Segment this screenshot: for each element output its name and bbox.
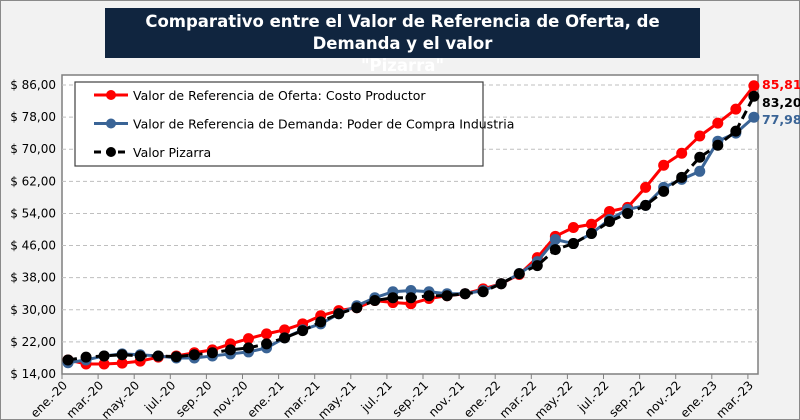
- chart-title-line1: Comparativo entre el Valor de Referencia…: [145, 12, 660, 53]
- x-tick-label: nov.-20: [209, 378, 250, 419]
- data-point-1: [748, 111, 760, 123]
- y-tick-label: $ 30,00: [10, 303, 56, 317]
- data-point-0: [243, 333, 254, 345]
- data-point-2: [134, 350, 146, 362]
- data-point-0: [604, 205, 615, 217]
- data-point-0: [261, 328, 273, 340]
- data-point-2: [279, 332, 291, 344]
- end-label-1: 77,98: [762, 112, 800, 127]
- data-point-2: [116, 349, 128, 361]
- chart-title: Comparativo entre el Valor de Referencia…: [105, 8, 700, 75]
- chart-title-line2: "Pizarra": [360, 56, 445, 75]
- y-tick-label: $ 14,00: [10, 367, 56, 381]
- data-point-2: [748, 90, 760, 102]
- data-point-0: [694, 130, 706, 142]
- x-tick-label: ene.-20: [28, 378, 70, 420]
- data-point-2: [297, 325, 309, 337]
- data-point-2: [387, 292, 399, 304]
- data-point-2: [423, 290, 435, 302]
- x-tick-label: ene.-23: [678, 378, 720, 420]
- data-point-2: [640, 199, 652, 211]
- y-tick-label: $ 78,00: [10, 110, 56, 124]
- data-point-2: [80, 351, 92, 363]
- data-point-2: [531, 260, 543, 272]
- x-tick-label: mar.-23: [713, 378, 756, 420]
- data-point-2: [315, 316, 327, 328]
- data-point-0: [712, 117, 724, 129]
- data-point-0: [116, 357, 128, 369]
- data-point-2: [243, 342, 254, 354]
- x-tick-label: sep.-22: [606, 378, 647, 419]
- data-point-0: [279, 324, 291, 336]
- data-point-2: [170, 351, 182, 363]
- x-tick-label: nov.-22: [642, 378, 683, 419]
- legend-marker-0: [106, 90, 116, 100]
- data-point-0: [585, 218, 597, 230]
- data-point-2: [152, 350, 164, 362]
- legend-marker-1: [106, 118, 116, 129]
- end-label-2: 83,20: [762, 95, 800, 110]
- x-tick-label: nov.-21: [426, 378, 467, 419]
- data-point-0: [676, 147, 688, 159]
- data-point-2: [658, 185, 670, 197]
- legend: [74, 81, 484, 167]
- data-point-0: [98, 358, 110, 370]
- legend-marker-2: [106, 147, 116, 157]
- x-tick-label: ene.-22: [461, 378, 503, 420]
- data-point-0: [748, 80, 760, 92]
- end-label-0: 85,81: [762, 77, 800, 92]
- data-point-2: [495, 278, 507, 290]
- data-point-2: [622, 207, 634, 219]
- data-point-2: [261, 338, 273, 350]
- data-point-2: [549, 244, 561, 256]
- x-tick-label: sep.-20: [173, 378, 214, 419]
- data-point-2: [477, 286, 489, 298]
- data-point-2: [441, 290, 453, 302]
- y-tick-label: $ 70,00: [10, 142, 56, 156]
- x-tick-label: may.-22: [532, 378, 576, 420]
- y-tick-label: $ 46,00: [10, 239, 56, 253]
- data-point-2: [224, 344, 236, 356]
- x-tick-label: may.-21: [315, 378, 359, 420]
- x-tick-label: may.-20: [99, 378, 143, 420]
- data-point-2: [604, 215, 615, 227]
- data-point-2: [98, 350, 110, 362]
- data-point-2: [405, 292, 417, 304]
- data-point-2: [730, 125, 742, 137]
- data-point-2: [676, 171, 688, 183]
- data-point-0: [567, 221, 579, 233]
- data-point-2: [333, 308, 345, 320]
- data-point-0: [640, 181, 652, 193]
- legend-label-1: Valor de Referencia de Demanda: Poder de…: [133, 117, 514, 132]
- data-point-2: [188, 349, 200, 361]
- y-tick-label: $ 54,00: [10, 206, 56, 220]
- y-tick-label: $ 62,00: [10, 174, 56, 188]
- data-point-2: [369, 295, 381, 307]
- data-point-2: [567, 238, 579, 250]
- y-tick-label: $ 86,00: [10, 78, 56, 92]
- data-point-0: [730, 103, 742, 115]
- legend-label-0: Valor de Referencia de Oferta: Costo Pro…: [133, 88, 426, 103]
- data-point-2: [206, 347, 218, 359]
- y-tick-label: $ 38,00: [10, 271, 56, 285]
- data-point-2: [62, 354, 74, 366]
- data-point-1: [694, 165, 706, 177]
- x-tick-label: ene.-21: [244, 378, 286, 420]
- data-point-2: [694, 151, 706, 163]
- data-point-2: [513, 268, 525, 280]
- data-point-2: [712, 139, 724, 151]
- legend-label-2: Valor Pizarra: [133, 145, 211, 160]
- data-point-1: [549, 234, 561, 246]
- data-point-2: [585, 228, 597, 240]
- data-point-2: [351, 302, 363, 314]
- y-tick-label: $ 22,00: [10, 335, 56, 349]
- data-point-2: [459, 288, 471, 300]
- data-point-0: [658, 159, 670, 171]
- x-tick-label: sep.-21: [390, 378, 431, 419]
